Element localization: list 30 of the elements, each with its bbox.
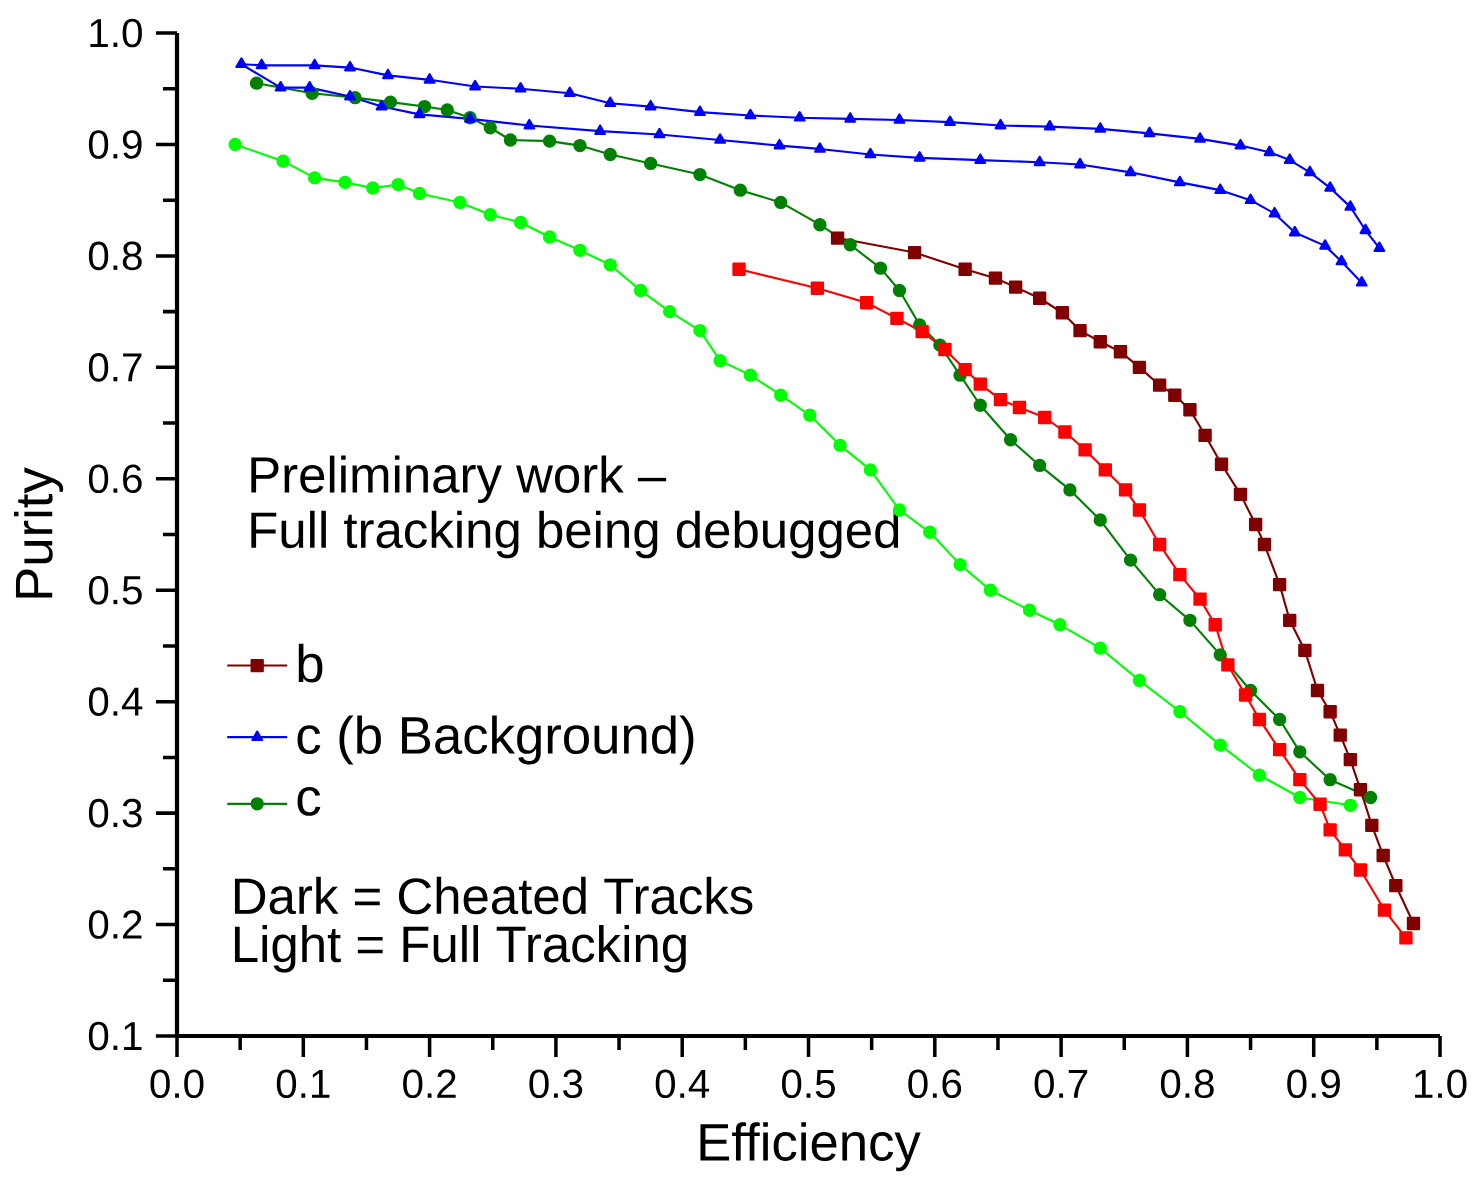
annotation: Preliminary work –: [251, 455, 667, 504]
y-tick-label: 0.4: [88, 687, 143, 716]
y-tick-label: 0.1: [88, 1021, 142, 1051]
x-tick-label: 0.0: [150, 1069, 204, 1099]
x-tick-label: 0.6: [908, 1069, 962, 1099]
y-tick-label: 0.2: [88, 910, 142, 939]
x-tick-label: 1.0: [1415, 1069, 1467, 1099]
x-tick-label: 0.4: [655, 1069, 710, 1099]
legend-label: c (b Background): [297, 715, 694, 765]
y-tick-label: 0.5: [88, 575, 142, 605]
y-axis-title: Purity: [14, 467, 64, 598]
y-tick-label: 0.8: [88, 241, 142, 271]
x-tick-label: 0.9: [1287, 1069, 1340, 1099]
y-tick-label: 0.9: [88, 130, 142, 159]
x-tick-label: 0.7: [1034, 1069, 1088, 1099]
y-tick-label: 0.3: [88, 798, 142, 828]
legend-label: c: [297, 787, 321, 816]
x-tick-label: 0.3: [529, 1069, 583, 1099]
annotation: Dark = Cheated Tracks: [234, 876, 753, 915]
y-tick-label: 0.7: [88, 353, 142, 382]
legend-label: b: [298, 643, 323, 683]
x-tick-label: 0.8: [1160, 1069, 1214, 1099]
x-axis-title: Efficiency: [700, 1122, 921, 1172]
y-tick-label: 0.6: [88, 464, 142, 494]
x-tick-label: 0.1: [276, 1069, 330, 1099]
annotation: Full tracking being debugged: [251, 510, 899, 559]
y-tick-label: 1.0: [90, 18, 142, 48]
annotation: Light = Full Tracking: [234, 924, 686, 973]
x-tick-label: 0.5: [782, 1069, 835, 1099]
x-tick-label: 0.2: [403, 1069, 456, 1099]
